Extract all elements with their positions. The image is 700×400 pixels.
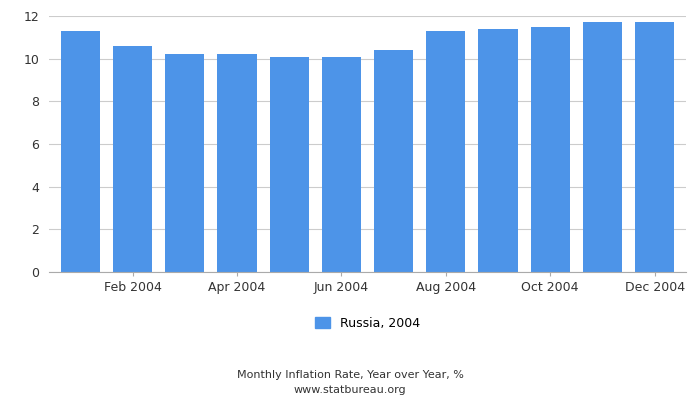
Bar (479, 29, 517, 272)
Bar (426, 31, 466, 272)
Bar (218, 54, 256, 272)
Bar (165, 54, 204, 272)
Bar (270, 56, 309, 272)
Bar (531, 27, 570, 272)
Bar (113, 46, 152, 272)
Text: www.statbureau.org: www.statbureau.org (294, 385, 406, 395)
Bar (583, 22, 622, 272)
Bar (374, 50, 413, 272)
Bar (322, 56, 361, 272)
Text: Monthly Inflation Rate, Year over Year, %: Monthly Inflation Rate, Year over Year, … (237, 370, 463, 380)
Bar (61, 31, 100, 272)
Bar (635, 22, 674, 272)
Legend: Russia, 2004: Russia, 2004 (310, 312, 425, 334)
